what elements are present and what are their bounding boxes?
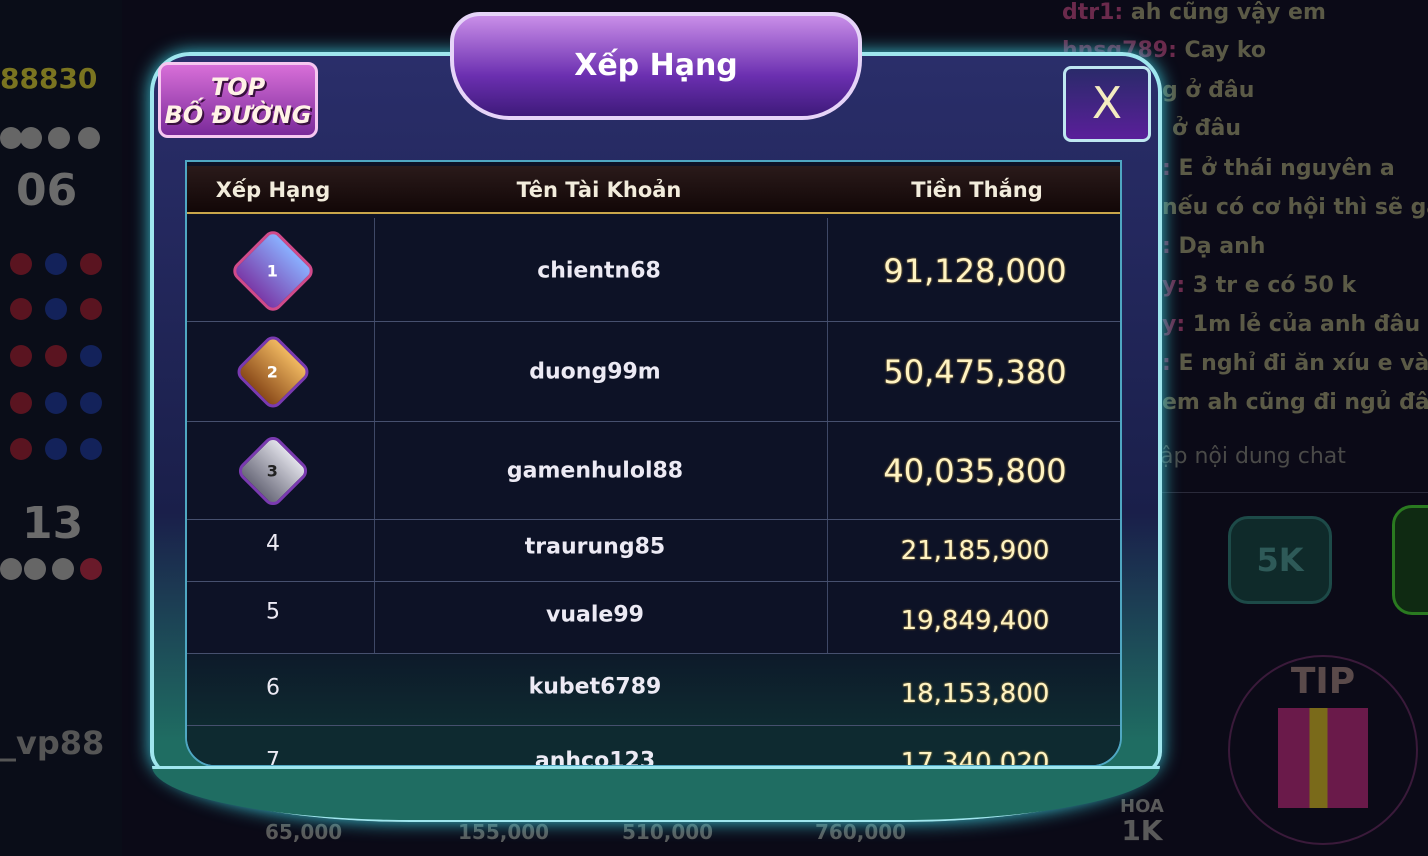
account-name: duong99m — [529, 359, 661, 384]
header-rank: Xếp Hạng — [215, 178, 331, 202]
table-row: 4 traurung85 21,185,900 — [187, 520, 1120, 582]
chip-5k-button[interactable]: 5K — [1228, 516, 1332, 604]
rank: 6 — [266, 675, 280, 701]
bet-amount[interactable]: 65,000 — [265, 820, 343, 844]
winnings: 91,128,000 — [883, 251, 1067, 290]
rank: 4 — [266, 531, 280, 557]
gift-icon — [1278, 708, 1368, 808]
bet-amount[interactable]: 510,000 — [622, 820, 714, 844]
header-winnings: Tiền Thắng — [911, 178, 1043, 202]
table-row: 2 duong99m 50,475,380 — [187, 322, 1120, 422]
result-number: 13 — [22, 498, 84, 549]
table-row: 6 kubet6789 18,153,800 — [187, 654, 1120, 726]
tip-label: TIP — [1290, 661, 1356, 702]
flower-button[interactable]: HOA 1K — [1120, 796, 1164, 847]
balance: 88830 — [0, 62, 98, 95]
gold-rank-medal-icon: 1 — [229, 226, 317, 315]
winnings: 40,035,800 — [883, 451, 1067, 490]
modal-title: Xếp Hạng — [450, 12, 862, 120]
table-row: 3 gamenhulol88 40,035,800 — [187, 422, 1120, 520]
username: _vp88 — [0, 724, 105, 762]
winnings: 50,475,380 — [883, 352, 1067, 391]
chip-button[interactable] — [1392, 505, 1428, 615]
silver-rank-medal-icon: 2 — [233, 331, 313, 412]
rank: 5 — [266, 599, 280, 625]
account-name: traurung85 — [524, 534, 666, 560]
winnings: 17,340,020 — [900, 748, 1050, 767]
winnings: 19,849,400 — [900, 606, 1050, 637]
rank: 7 — [266, 748, 280, 767]
account-name: gamenhulol88 — [506, 458, 684, 483]
table-header: Xếp Hạng Tên Tài Khoản Tiền Thắng — [187, 166, 1120, 214]
result-number: 06 — [16, 165, 78, 216]
account-name: vuale99 — [546, 602, 644, 628]
modal-footer — [152, 766, 1160, 820]
tip-button[interactable]: TIP — [1228, 655, 1418, 845]
leaderboard-table: Xếp Hạng Tên Tài Khoản Tiền Thắng 1 chie… — [185, 160, 1122, 767]
header-account: Tên Tài Khoản — [516, 178, 682, 202]
bet-amount[interactable]: 760,000 — [815, 820, 907, 844]
account-name: kubet6789 — [528, 674, 662, 700]
account-name: anhco123 — [534, 748, 656, 767]
bet-amount[interactable]: 155,000 — [458, 820, 550, 844]
top-bo-duong-badge: TOP BỐ ĐƯỜNG — [158, 62, 318, 138]
account-name: chientn68 — [537, 258, 661, 283]
winnings: 18,153,800 — [900, 678, 1050, 709]
table-row: 7 anhco123 17,340,020 — [187, 726, 1120, 767]
game-side-panel: 88830 06 13 _vp88 — [0, 0, 122, 856]
table-row: 5 vuale99 19,849,400 — [187, 582, 1120, 654]
winnings: 21,185,900 — [900, 535, 1050, 566]
chat-input[interactable]: ập nội dung chat — [1160, 444, 1346, 469]
bronze-rank-medal-icon: 3 — [234, 432, 312, 509]
close-button[interactable]: X — [1063, 66, 1151, 142]
table-row: 1 chientn68 91,128,000 — [187, 220, 1120, 322]
